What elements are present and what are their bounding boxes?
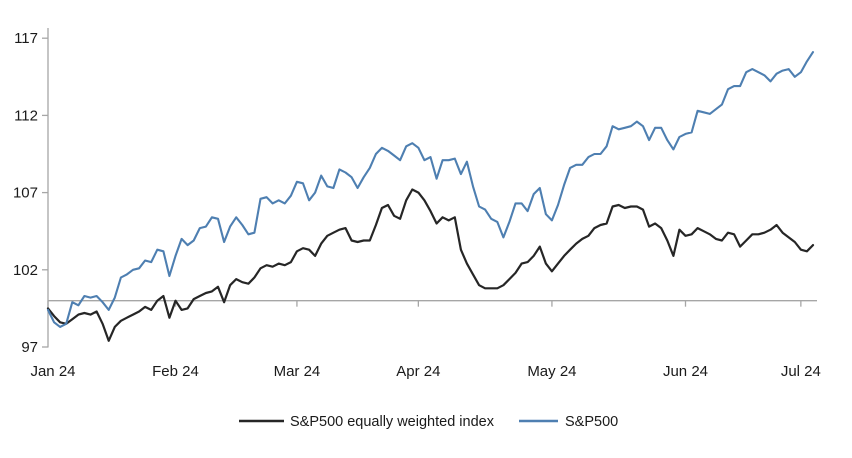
y-tick-label: 107: [13, 185, 38, 202]
y-tick-label: 102: [13, 262, 38, 279]
x-tick-label: Jul 24: [781, 363, 821, 380]
legend: S&P500 equally weighted index S&P500: [239, 414, 618, 430]
legend-label-sp500: S&P500: [565, 414, 618, 430]
legend-label-equal-weight: S&P500 equally weighted index: [290, 414, 495, 430]
y-tick-label: 117: [14, 30, 38, 47]
sp500-equal-weight-line: [46, 188, 815, 342]
x-tick-label: May 24: [527, 363, 576, 380]
x-axis-baseline: Jan 24 Feb 24 Mar 24 Apr 24 May 24 Jun 24 Jul …: [30, 300, 821, 380]
x-tick-label: Apr 24: [396, 363, 440, 380]
x-tick-label: Jun 24: [663, 363, 708, 380]
y-tick-label: 97: [21, 339, 38, 356]
x-tick-label: Feb 24: [152, 363, 199, 380]
sp500-line: [46, 51, 815, 328]
y-axis: 97 102 107 112 117: [13, 28, 49, 356]
series-lines: [46, 51, 815, 342]
x-tick-label: Mar 24: [274, 363, 321, 380]
y-tick-label: 112: [14, 107, 38, 124]
x-tick-label: Jan 24: [30, 363, 75, 380]
